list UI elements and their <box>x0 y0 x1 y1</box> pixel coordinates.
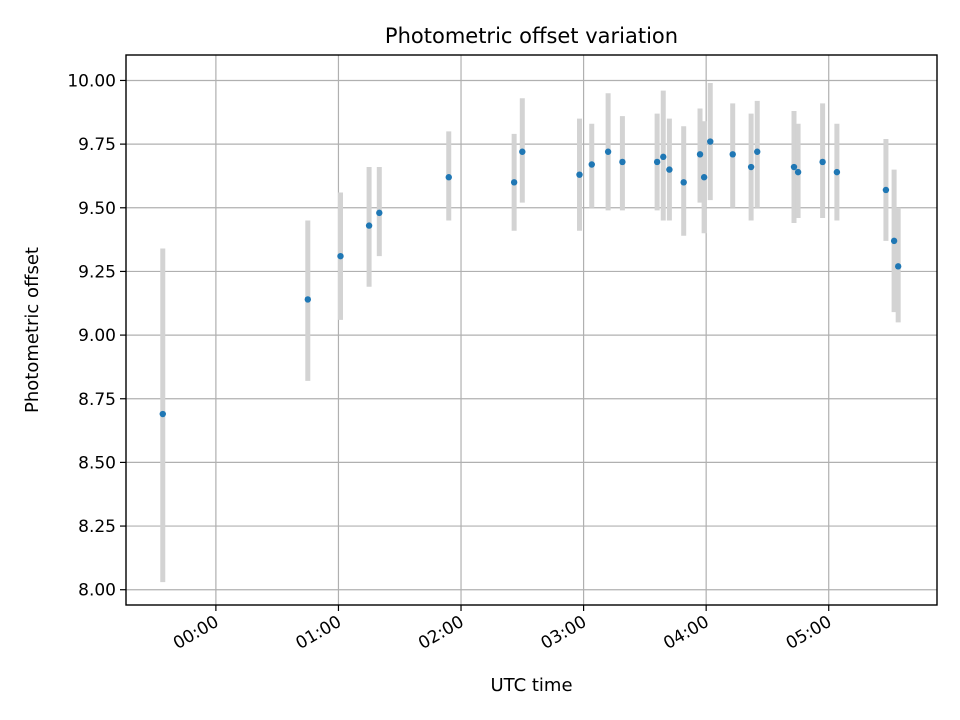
data-point <box>696 151 704 158</box>
data-point <box>819 158 826 166</box>
data-point <box>588 161 595 168</box>
chart-title: Photometric offset variation <box>385 24 678 48</box>
data-point <box>376 209 383 217</box>
data-point <box>794 168 802 176</box>
data-point <box>680 179 687 186</box>
data-point <box>159 410 166 418</box>
grid-lines <box>126 55 937 605</box>
data-point <box>747 163 755 171</box>
plot-area-frame <box>125 54 938 606</box>
y-tick-label: 9.00 <box>78 326 116 346</box>
data-point <box>337 252 344 260</box>
y-tick-label: 8.50 <box>78 453 116 473</box>
data-point <box>707 138 714 145</box>
data-point <box>619 158 626 166</box>
y-tick-label: 10.00 <box>67 71 116 91</box>
data-point <box>833 168 841 176</box>
y-tick-label: 8.75 <box>78 390 116 410</box>
data-point <box>510 179 518 186</box>
data-point <box>576 171 583 178</box>
data-point <box>790 163 798 171</box>
data-point <box>519 148 526 155</box>
y-tick-label: 8.00 <box>78 581 116 601</box>
data-point <box>894 263 902 270</box>
data-point <box>365 222 373 229</box>
data-points <box>159 138 902 418</box>
data-point <box>882 186 890 194</box>
y-tick-label: 9.75 <box>78 135 116 155</box>
data-point <box>700 174 708 181</box>
y-axis-label: Photometric offset <box>22 247 43 413</box>
y-tick-label: 9.25 <box>78 262 116 282</box>
data-point <box>653 158 661 166</box>
y-tick-label: 9.50 <box>78 199 116 219</box>
x-axis-label: UTC time <box>490 675 572 696</box>
y-tick-label: 8.25 <box>78 517 116 537</box>
data-point <box>754 148 761 155</box>
data-point <box>729 151 736 158</box>
data-point <box>604 148 612 155</box>
data-point <box>304 296 312 303</box>
data-point <box>445 174 452 181</box>
data-point <box>890 237 898 245</box>
data-point <box>660 153 667 161</box>
data-point <box>666 166 673 173</box>
